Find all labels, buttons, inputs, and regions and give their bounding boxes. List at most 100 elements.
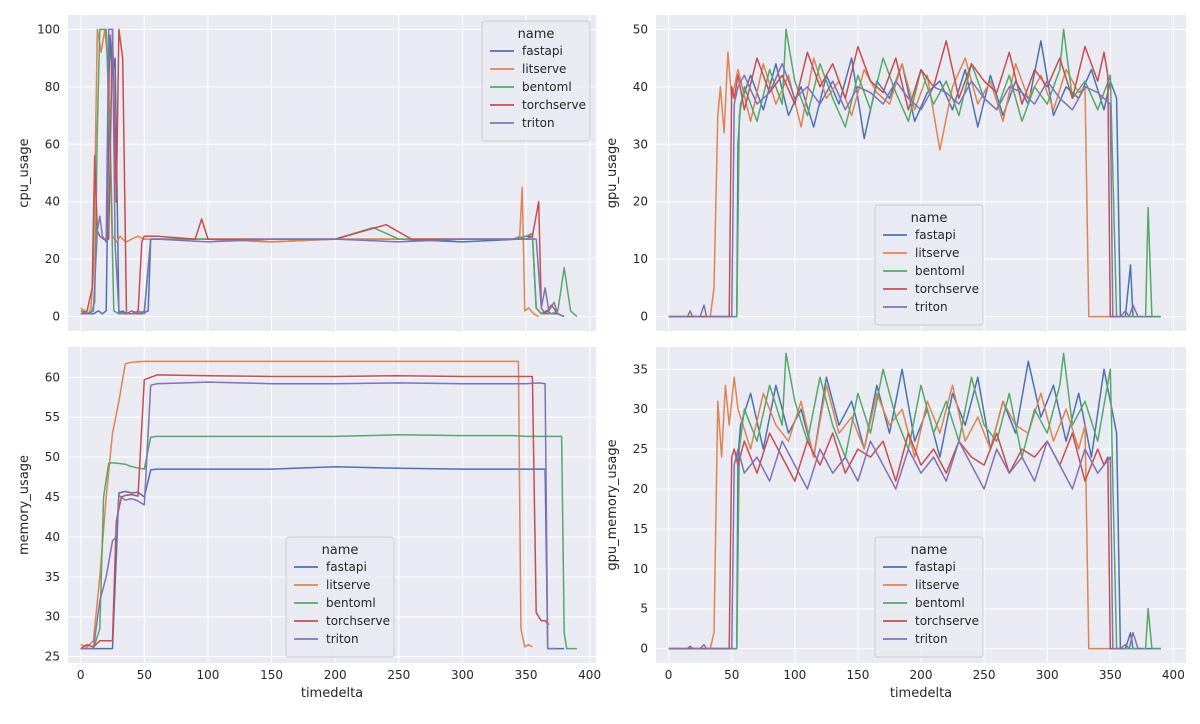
legend-item-fastapi: fastapi: [522, 44, 563, 58]
legend-item-fastapi: fastapi: [915, 560, 956, 574]
y-tick-label: 10: [633, 252, 648, 266]
y-tick-label: 30: [45, 610, 60, 624]
legend-item-torchserve: torchserve: [326, 614, 390, 628]
y-tick-label: 100: [37, 22, 60, 36]
y-tick-label: 0: [640, 310, 648, 324]
y-tick-label: 15: [633, 522, 648, 536]
x-tick-label: 300: [451, 668, 474, 682]
legend-item-bentoml: bentoml: [326, 596, 376, 610]
series-line-triton: [668, 63, 1144, 318]
y-tick-label: 40: [45, 195, 60, 209]
y-tick-label: 0: [52, 310, 60, 324]
legend-item-triton: triton: [915, 632, 948, 646]
legend-item-bentoml: bentoml: [522, 80, 572, 94]
legend-item-triton: triton: [522, 116, 555, 130]
x-tick-label: 300: [1036, 668, 1059, 682]
legend-item-torchserve: torchserve: [522, 98, 586, 112]
series-line-litserve: [668, 51, 1123, 318]
y-axis-label: gpu_usage: [605, 138, 620, 208]
y-tick-label: 25: [45, 650, 60, 664]
legend: name fastapi litserve bentoml torchserve trit…: [285, 536, 395, 658]
y-tick-label: 20: [633, 482, 648, 496]
y-tick-label: 0: [640, 642, 648, 656]
y-tick-label: 80: [45, 80, 60, 94]
series-line-bentoml: [668, 352, 1161, 650]
y-tick-label: 30: [633, 137, 648, 151]
series-lines: [80, 360, 577, 650]
chart-panel-cpu-usage: 0 20 40 60 80 100 cpu_usage name fastapi litserve…: [17, 15, 596, 331]
y-tick-label: 20: [633, 195, 648, 209]
x-tick-label: 50: [724, 668, 739, 682]
y-axis-label: cpu_usage: [17, 138, 32, 207]
legend: name fastapi litserve bentoml torchserve trit…: [874, 204, 984, 326]
legend-item-fastapi: fastapi: [915, 228, 956, 242]
y-tick-label: 25: [633, 442, 648, 456]
legend-item-litserve: litserve: [915, 246, 959, 260]
y-tick-label: 40: [633, 80, 648, 94]
x-tick-label: 350: [1099, 668, 1122, 682]
y-tick-label: 20: [45, 252, 60, 266]
x-tick-label: 250: [973, 668, 996, 682]
series-line-bentoml: [80, 28, 578, 318]
series-lines: [668, 352, 1161, 650]
legend-title: name: [518, 27, 555, 42]
legend-item-litserve: litserve: [915, 578, 959, 592]
series-line-triton: [80, 28, 559, 315]
y-axis-label: gpu_memory_usage: [605, 439, 620, 570]
y-tick-label: 60: [45, 137, 60, 151]
legend-item-bentoml: bentoml: [915, 264, 965, 278]
series-lines: [668, 28, 1161, 318]
y-tick-label: 40: [45, 530, 60, 544]
series-line-fastapi: [668, 40, 1161, 318]
x-tick-label: 150: [260, 668, 283, 682]
series-lines: [80, 28, 578, 318]
x-axis-label: timedelta: [301, 686, 363, 701]
legend-title: name: [911, 211, 948, 226]
x-tick-label: 400: [1162, 668, 1185, 682]
series-line-triton: [668, 440, 1144, 650]
x-tick-label: 150: [846, 668, 869, 682]
legend-item-triton: triton: [326, 632, 359, 646]
y-tick-label: 55: [45, 410, 60, 424]
x-tick-label: 200: [324, 668, 347, 682]
y-tick-label: 45: [45, 490, 60, 504]
y-tick-label: 50: [633, 22, 648, 36]
legend: name fastapi litserve bentoml torchserve trit…: [874, 536, 984, 658]
legend-item-fastapi: fastapi: [326, 560, 367, 574]
series-line-torchserve: [80, 28, 559, 315]
y-tick-label: 10: [633, 562, 648, 576]
y-tick-label: 5: [640, 602, 648, 616]
chart-panel-memory-usage: 25 30 35 40 45 50 55 60 0 50 100 150 200 250 300 350 400…: [17, 347, 601, 701]
y-axis-label: memory_usage: [17, 455, 32, 555]
y-tick-label: 60: [45, 370, 60, 384]
legend-item-litserve: litserve: [326, 578, 370, 592]
legend-item-torchserve: torchserve: [915, 282, 979, 296]
y-tick-label: 30: [633, 402, 648, 416]
y-tick-label: 50: [45, 450, 60, 464]
series-line-torchserve: [668, 432, 1123, 650]
legend-item-bentoml: bentoml: [915, 596, 965, 610]
legend: name fastapi litserve bentoml torchserve trit…: [481, 20, 591, 142]
x-tick-label: 250: [387, 668, 410, 682]
x-tick-label: 0: [77, 668, 85, 682]
legend-title: name: [322, 543, 359, 558]
y-tick-label: 35: [45, 570, 60, 584]
series-line-triton: [80, 381, 558, 650]
legend-item-triton: triton: [915, 300, 948, 314]
x-axis-label: timedelta: [890, 686, 952, 701]
x-tick-label: 0: [665, 668, 673, 682]
series-line-torchserve: [668, 40, 1123, 318]
legend-item-litserve: litserve: [522, 62, 566, 76]
x-tick-label: 400: [578, 668, 601, 682]
x-tick-label: 100: [783, 668, 806, 682]
legend-item-torchserve: torchserve: [915, 614, 979, 628]
x-tick-label: 200: [910, 668, 933, 682]
legend-title: name: [911, 543, 948, 558]
series-line-bentoml: [80, 434, 577, 650]
series-line-litserve: [668, 376, 1123, 650]
x-tick-label: 100: [196, 668, 219, 682]
